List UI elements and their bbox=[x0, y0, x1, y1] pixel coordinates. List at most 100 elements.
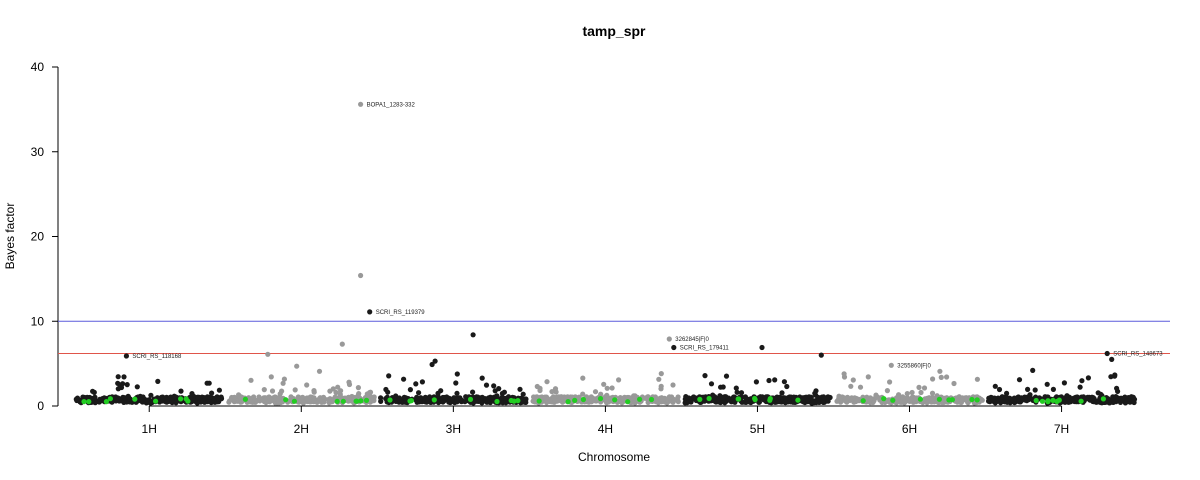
highlighted-point bbox=[597, 396, 604, 402]
notable-point bbox=[818, 352, 824, 358]
snp-point bbox=[438, 388, 444, 394]
snp-point bbox=[626, 394, 632, 401]
snp-point bbox=[345, 398, 351, 404]
snp-point bbox=[908, 397, 914, 403]
notable-point bbox=[1109, 356, 1115, 362]
highlighted-point bbox=[86, 399, 92, 405]
highlighted-point bbox=[515, 398, 521, 404]
snp-point bbox=[691, 394, 697, 400]
x-tick-label: 3H bbox=[446, 422, 461, 436]
highlighted-point bbox=[1056, 397, 1062, 403]
highlighted-point bbox=[536, 398, 542, 404]
notable-point bbox=[937, 368, 943, 374]
notable-point bbox=[123, 353, 129, 359]
y-tick-label: 0 bbox=[37, 399, 44, 413]
highlighted-point bbox=[107, 396, 113, 402]
snp-point bbox=[992, 383, 998, 389]
x-tick-label: 4H bbox=[598, 422, 613, 436]
highlighted-point bbox=[974, 397, 980, 403]
highlighted-point bbox=[178, 396, 184, 402]
snp-point bbox=[656, 376, 662, 382]
snp-point bbox=[521, 398, 527, 404]
snp-point bbox=[191, 397, 197, 403]
snp-point bbox=[753, 379, 760, 385]
threshold-lines bbox=[58, 320, 1170, 354]
highlighted-point bbox=[881, 396, 887, 402]
snp-point bbox=[304, 395, 310, 401]
snp-point bbox=[311, 388, 317, 394]
snp-point bbox=[1130, 398, 1136, 404]
snp-point bbox=[216, 387, 222, 393]
snp-point bbox=[453, 380, 459, 386]
snp-point bbox=[115, 386, 121, 392]
snp-point bbox=[791, 394, 797, 400]
snp-point bbox=[231, 394, 238, 400]
snp-point bbox=[992, 400, 998, 406]
snp-point bbox=[900, 395, 906, 401]
snp-point bbox=[91, 389, 97, 395]
highlighted-point bbox=[363, 397, 370, 403]
point-label: SCRI_RS_179411 bbox=[680, 346, 730, 352]
snp-point bbox=[200, 398, 206, 404]
snp-point bbox=[236, 392, 242, 398]
snp-point bbox=[601, 381, 607, 387]
snp-point bbox=[738, 390, 745, 396]
notable-point bbox=[432, 358, 438, 364]
snp-point bbox=[688, 399, 694, 405]
snp-point bbox=[134, 384, 140, 390]
highlighted-point bbox=[565, 399, 571, 405]
highlighted-point bbox=[648, 396, 655, 403]
snp-point bbox=[169, 397, 175, 403]
snp-point bbox=[670, 382, 676, 388]
snp-point bbox=[371, 398, 377, 404]
snp-point bbox=[732, 399, 738, 405]
highlighted-point bbox=[242, 396, 248, 402]
point-label: 3262845|F|0 bbox=[675, 337, 709, 343]
snp-point bbox=[979, 397, 985, 403]
snp-point bbox=[720, 384, 726, 390]
chart-title: tamp_spr bbox=[582, 23, 646, 39]
snp-point bbox=[675, 394, 681, 400]
snp-point bbox=[138, 397, 144, 403]
snp-point bbox=[407, 387, 413, 393]
highlighted-point bbox=[153, 398, 159, 404]
notable-point bbox=[429, 361, 435, 368]
snp-point bbox=[261, 387, 267, 393]
snp-point bbox=[604, 385, 610, 391]
snp-point bbox=[248, 377, 254, 383]
highlighted-point bbox=[467, 396, 474, 402]
snp-point bbox=[733, 385, 739, 391]
snp-point bbox=[779, 390, 785, 396]
snp-point bbox=[118, 398, 124, 404]
snp-point bbox=[658, 371, 664, 377]
snp-point bbox=[659, 396, 665, 402]
snp-point bbox=[207, 394, 213, 400]
x-tick-label: 5H bbox=[750, 422, 765, 436]
notable-point bbox=[841, 371, 847, 377]
point-label: BOPA1_1283-332 bbox=[367, 102, 416, 108]
snp-point bbox=[386, 373, 392, 379]
snp-point bbox=[1115, 395, 1121, 401]
snp-point bbox=[820, 399, 826, 405]
snp-point bbox=[884, 388, 891, 394]
highlighted-point bbox=[340, 398, 346, 404]
notable-point bbox=[1030, 367, 1036, 373]
highlighted-point bbox=[103, 399, 109, 405]
snp-point bbox=[124, 382, 130, 388]
snp-point bbox=[702, 373, 708, 379]
snp-point bbox=[164, 397, 170, 403]
snp-point bbox=[592, 389, 599, 395]
highlighted-point bbox=[946, 397, 952, 403]
snp-point bbox=[327, 388, 333, 394]
snp-point bbox=[854, 398, 860, 404]
snp-point bbox=[115, 374, 121, 380]
highlighted-point bbox=[1100, 396, 1106, 402]
highlighted-point bbox=[81, 399, 87, 405]
y-axis: 0 10 20 30 40 bbox=[31, 60, 59, 413]
snp-point bbox=[712, 398, 718, 404]
snp-point bbox=[710, 392, 716, 398]
snp-point bbox=[424, 398, 431, 405]
snp-point bbox=[419, 379, 425, 385]
highlighted-point bbox=[185, 398, 191, 404]
snp-point bbox=[609, 385, 615, 391]
